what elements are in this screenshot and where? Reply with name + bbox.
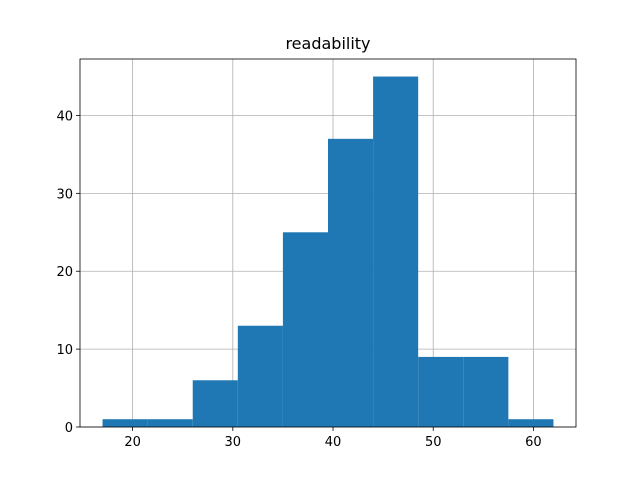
y-tick-label: 40: [56, 109, 73, 124]
y-tick-label: 0: [65, 421, 73, 436]
bar: [508, 419, 554, 427]
x-tick-label: 50: [425, 435, 442, 450]
y-tick-label: 30: [56, 187, 73, 202]
x-tick-label: 60: [525, 435, 542, 450]
bar: [102, 419, 148, 427]
bar: [192, 380, 238, 427]
bar: [463, 356, 509, 427]
plot-frame: [79, 58, 577, 428]
y-tick-label: 10: [56, 343, 73, 358]
bar: [147, 419, 193, 427]
x-tick-label: 30: [225, 435, 242, 450]
x-tick-label: 40: [325, 435, 342, 450]
bar: [237, 325, 283, 427]
bar: [373, 76, 419, 428]
x-tick-label: 20: [124, 435, 141, 450]
bar: [282, 232, 328, 427]
bar: [328, 138, 374, 427]
y-tick-label: 20: [56, 265, 73, 280]
bar: [418, 356, 464, 427]
chart-title: readability: [285, 34, 370, 53]
